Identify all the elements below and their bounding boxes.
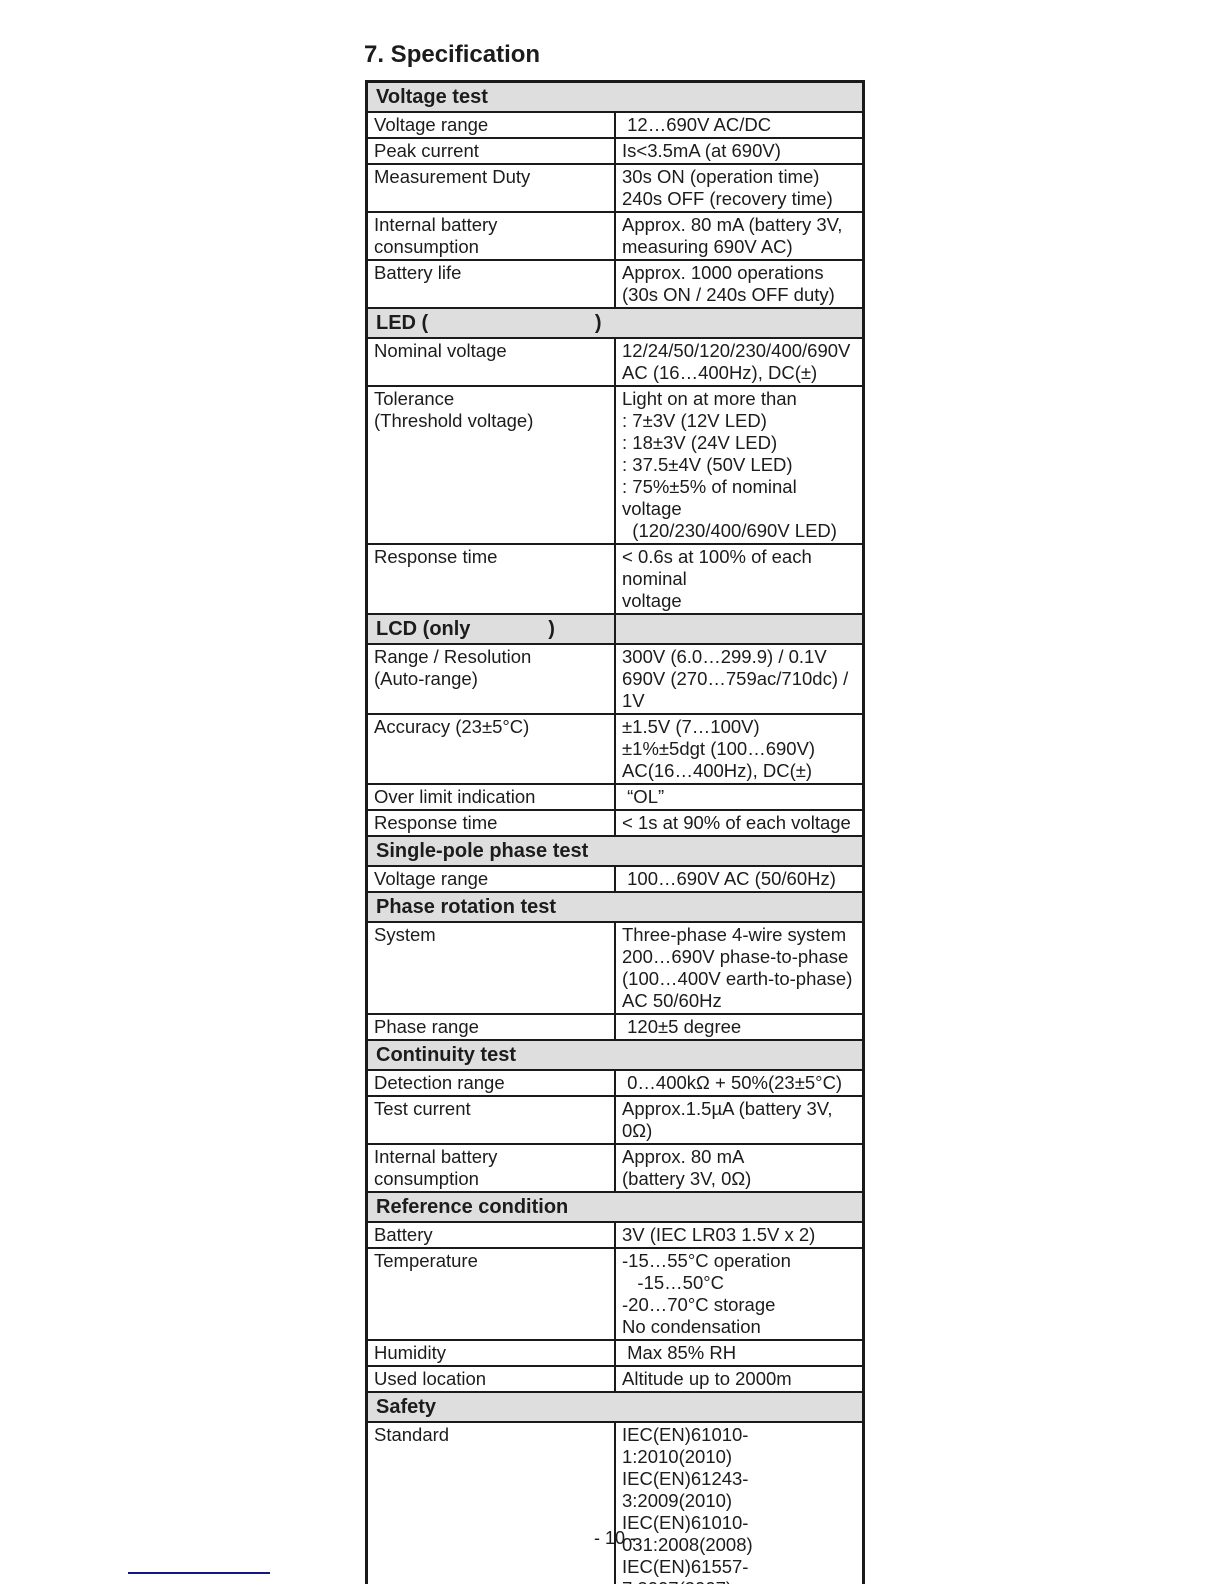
spec-label: Used location bbox=[365, 1365, 616, 1393]
table-row: Accuracy (23±5°C) ±1.5V (7…100V) ±1%±5dg… bbox=[365, 713, 865, 785]
specification-table: Voltage test Voltage range 12…690V AC/DC… bbox=[365, 80, 865, 1584]
spec-label: Response time bbox=[365, 809, 616, 837]
spec-value: 120±5 degree bbox=[614, 1013, 865, 1041]
spec-value: < 0.6s at 100% of each nominal voltage bbox=[614, 543, 865, 615]
table-row: Voltage range 100…690V AC (50/60Hz) bbox=[365, 865, 865, 893]
table-row: Response time < 1s at 90% of each voltag… bbox=[365, 809, 865, 837]
spec-label: Accuracy (23±5°C) bbox=[365, 713, 616, 785]
spec-label: Internal battery consumption bbox=[365, 1143, 616, 1193]
spec-label: Voltage range bbox=[365, 865, 616, 893]
table-row: Voltage range 12…690V AC/DC bbox=[365, 111, 865, 139]
table-row: System Three-phase 4-wire system 200…690… bbox=[365, 921, 865, 1015]
spec-value: Altitude up to 2000m bbox=[614, 1365, 865, 1393]
spec-value: Approx. 80 mA (battery 3V, measuring 690… bbox=[614, 211, 865, 261]
spec-value: Three-phase 4-wire system 200…690V phase… bbox=[614, 921, 865, 1015]
table-row: Used location Altitude up to 2000m bbox=[365, 1365, 865, 1393]
spec-label: Over limit indication bbox=[365, 783, 616, 811]
spec-label: Battery life bbox=[365, 259, 616, 309]
spec-label: System bbox=[365, 921, 616, 1015]
spec-label: Standard bbox=[365, 1421, 616, 1584]
section-row-led: LED ( ) bbox=[365, 307, 865, 339]
section-header-reference: Reference condition bbox=[365, 1191, 865, 1223]
spec-label: Humidity bbox=[365, 1339, 616, 1367]
section-header-single-pole: Single-pole phase test bbox=[365, 835, 865, 867]
table-row: Measurement Duty 30s ON (operation time)… bbox=[365, 163, 865, 213]
section-row-safety: Safety bbox=[365, 1391, 865, 1423]
table-row: Phase range 120±5 degree bbox=[365, 1013, 865, 1041]
table-row: Nominal voltage 12/24/50/120/230/400/690… bbox=[365, 337, 865, 387]
spec-label: Peak current bbox=[365, 137, 616, 165]
page-number: - 10 - bbox=[593, 1528, 636, 1548]
spec-value: 300V (6.0…299.9) / 0.1V 690V (270…759ac/… bbox=[614, 643, 865, 715]
section-header-voltage-test: Voltage test bbox=[365, 80, 865, 113]
table-row: Over limit indication “OL” bbox=[365, 783, 865, 811]
table-row: Internal battery consumption Approx. 80 … bbox=[365, 211, 865, 261]
section-row-continuity: Continuity test bbox=[365, 1039, 865, 1071]
spec-label: Tolerance (Threshold voltage) bbox=[365, 385, 616, 545]
spec-label: Test current bbox=[365, 1095, 616, 1145]
section-header-lcd: LCD (only ) bbox=[365, 613, 616, 645]
page-title: 7. Specification bbox=[364, 41, 541, 68]
spec-label: Battery bbox=[365, 1221, 616, 1249]
table-row: Response time < 0.6s at 100% of each nom… bbox=[365, 543, 865, 615]
spec-value: -15…55°C operation -15…50°C -20…70°C sto… bbox=[614, 1247, 865, 1341]
spec-value: Max 85% RH bbox=[614, 1339, 865, 1367]
table-row: Range / Resolution (Auto-range) 300V (6.… bbox=[365, 643, 865, 715]
spec-value: Light on at more than : 7±3V (12V LED) :… bbox=[614, 385, 865, 545]
section-row-voltage-test: Voltage test bbox=[365, 80, 865, 113]
section-header-phase-rotation: Phase rotation test bbox=[365, 891, 865, 923]
spec-value: Approx.1.5µA (battery 3V, 0Ω) bbox=[614, 1095, 865, 1145]
spec-value: “OL” bbox=[614, 783, 865, 811]
table-row: Tolerance (Threshold voltage) Light on a… bbox=[365, 385, 865, 545]
spec-value: 12/24/50/120/230/400/690V AC (16…400Hz),… bbox=[614, 337, 865, 387]
section-header-safety: Safety bbox=[365, 1391, 865, 1423]
footer-underline bbox=[128, 1572, 270, 1574]
spec-label: Response time bbox=[365, 543, 616, 615]
table-row: Temperature -15…55°C operation -15…50°C … bbox=[365, 1247, 865, 1341]
table-row: Battery 3V (IEC LR03 1.5V x 2) bbox=[365, 1221, 865, 1249]
table-row: Test current Approx.1.5µA (battery 3V, 0… bbox=[365, 1095, 865, 1145]
section-row-reference: Reference condition bbox=[365, 1191, 865, 1223]
spec-label: Measurement Duty bbox=[365, 163, 616, 213]
spec-value: 3V (IEC LR03 1.5V x 2) bbox=[614, 1221, 865, 1249]
section-header-continuity: Continuity test bbox=[365, 1039, 865, 1071]
section-row-phase-rotation: Phase rotation test bbox=[365, 891, 865, 923]
table-row: Standard IEC(EN)61010-1:2010(2010) IEC(E… bbox=[365, 1421, 865, 1584]
spec-value: 12…690V AC/DC bbox=[614, 111, 865, 139]
spec-value: IEC(EN)61010-1:2010(2010) IEC(EN)61243-3… bbox=[614, 1421, 865, 1584]
spec-value: 0…400kΩ + 50%(23±5°C) bbox=[614, 1069, 865, 1097]
spec-label: Nominal voltage bbox=[365, 337, 616, 387]
spec-value: ±1.5V (7…100V) ±1%±5dgt (100…690V) AC(16… bbox=[614, 713, 865, 785]
spec-label: Range / Resolution (Auto-range) bbox=[365, 643, 616, 715]
section-header-led: LED ( ) bbox=[365, 307, 865, 339]
spec-label: Temperature bbox=[365, 1247, 616, 1341]
spec-label: Detection range bbox=[365, 1069, 616, 1097]
table-row: Humidity Max 85% RH bbox=[365, 1339, 865, 1367]
spec-value: Approx. 1000 operations (30s ON / 240s O… bbox=[614, 259, 865, 309]
spec-value: Approx. 80 mA (battery 3V, 0Ω) bbox=[614, 1143, 865, 1193]
spec-value: 100…690V AC (50/60Hz) bbox=[614, 865, 865, 893]
spec-value: 30s ON (operation time) 240s OFF (recove… bbox=[614, 163, 865, 213]
table-row: Detection range 0…400kΩ + 50%(23±5°C) bbox=[365, 1069, 865, 1097]
table-row: Peak current Is<3.5mA (at 690V) bbox=[365, 137, 865, 165]
table-row: Battery life Approx. 1000 operations (30… bbox=[365, 259, 865, 309]
spec-label: Voltage range bbox=[365, 111, 616, 139]
section-row-single-pole: Single-pole phase test bbox=[365, 835, 865, 867]
spec-label: Phase range bbox=[365, 1013, 616, 1041]
spec-value: Is<3.5mA (at 690V) bbox=[614, 137, 865, 165]
spec-value: < 1s at 90% of each voltage bbox=[614, 809, 865, 837]
section-row-lcd: LCD (only ) bbox=[365, 613, 865, 645]
section-header-lcd-spacer bbox=[614, 613, 865, 645]
table-row: Internal battery consumption Approx. 80 … bbox=[365, 1143, 865, 1193]
spec-label: Internal battery consumption bbox=[365, 211, 616, 261]
